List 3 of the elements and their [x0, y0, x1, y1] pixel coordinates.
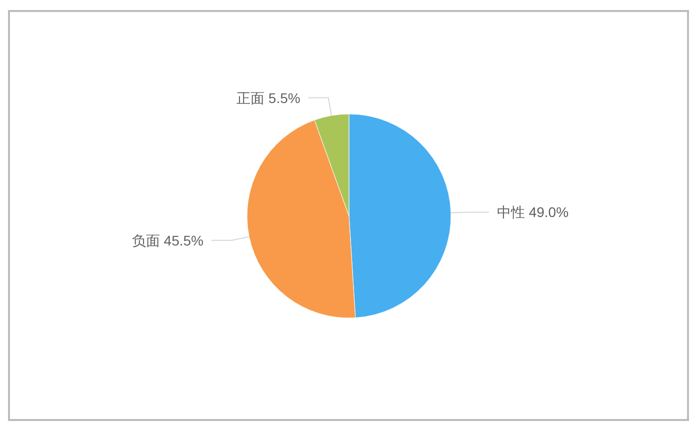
slice-label: 中性 49.0% [496, 204, 569, 220]
slice-label: 正面 5.5% [236, 90, 300, 106]
slice-label: 负面 45.5% [132, 232, 204, 248]
